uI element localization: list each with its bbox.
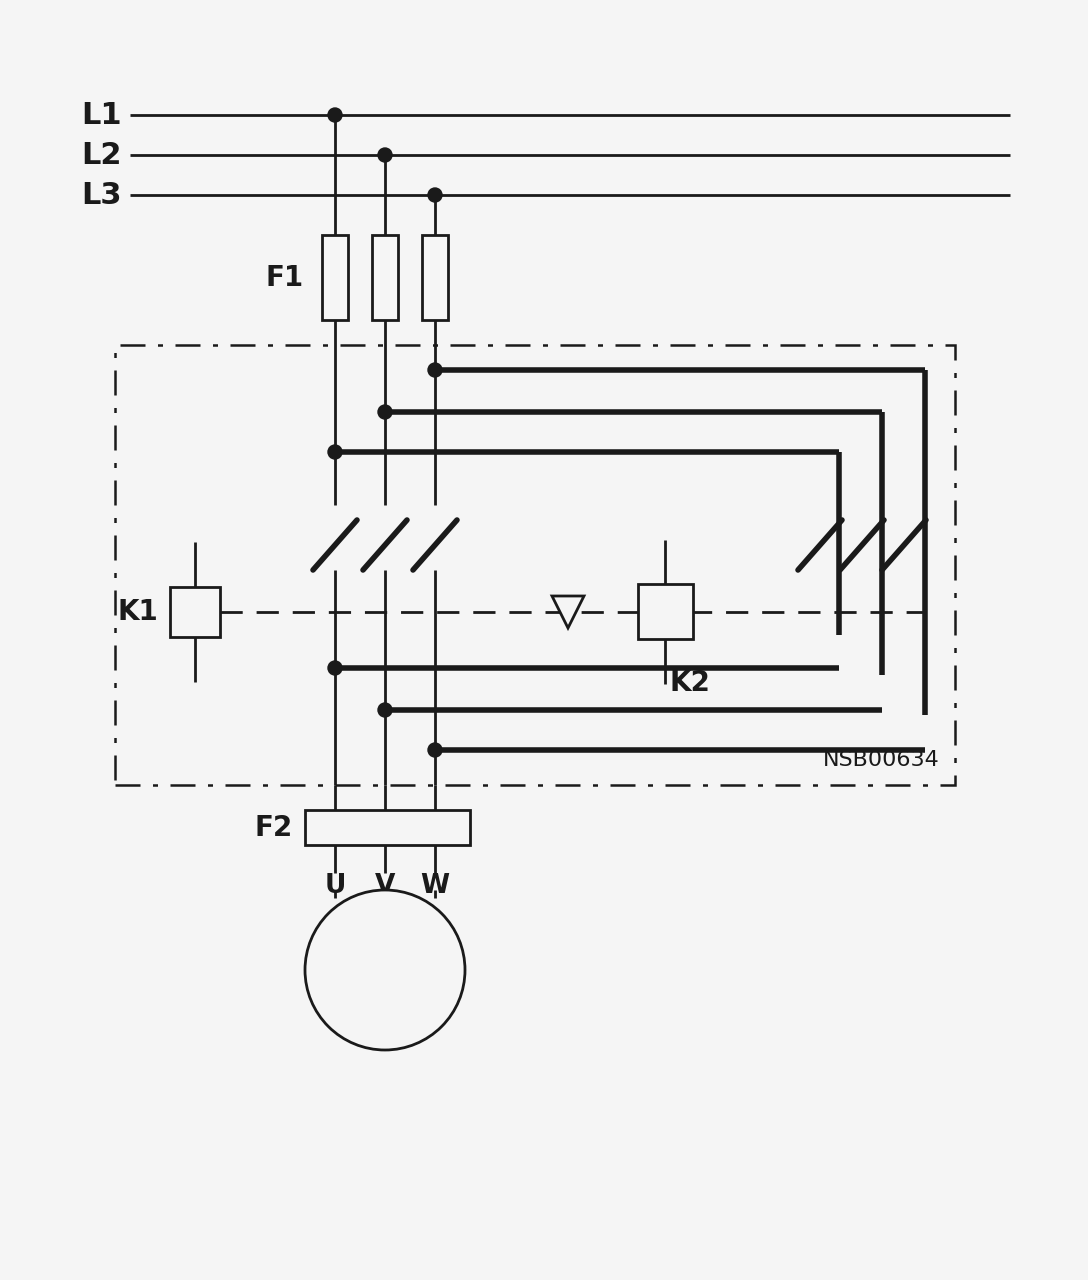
Text: U: U: [324, 873, 346, 899]
Text: K1: K1: [118, 598, 158, 626]
Bar: [372, 236, 398, 320]
Circle shape: [428, 364, 442, 378]
Text: 3~: 3~: [364, 978, 406, 1006]
Bar: [322, 236, 348, 320]
Text: L1: L1: [82, 101, 122, 129]
Bar: [170, 588, 220, 637]
Circle shape: [378, 148, 392, 163]
Circle shape: [428, 188, 442, 202]
Circle shape: [378, 703, 392, 717]
Circle shape: [378, 404, 392, 419]
Bar: [638, 584, 693, 639]
Circle shape: [305, 890, 465, 1050]
Circle shape: [327, 445, 342, 460]
Text: K2: K2: [670, 669, 710, 698]
Bar: [305, 810, 470, 845]
Circle shape: [327, 108, 342, 122]
Circle shape: [428, 742, 442, 756]
Text: W: W: [420, 873, 449, 899]
Polygon shape: [552, 596, 584, 628]
Text: L2: L2: [82, 141, 122, 169]
Text: V: V: [374, 873, 395, 899]
Text: M: M: [369, 936, 401, 969]
Text: NSB00634: NSB00634: [824, 750, 940, 771]
Text: F2: F2: [255, 814, 293, 842]
Bar: [422, 236, 448, 320]
Text: L3: L3: [82, 180, 122, 210]
Circle shape: [327, 660, 342, 675]
Text: F1: F1: [265, 264, 304, 292]
